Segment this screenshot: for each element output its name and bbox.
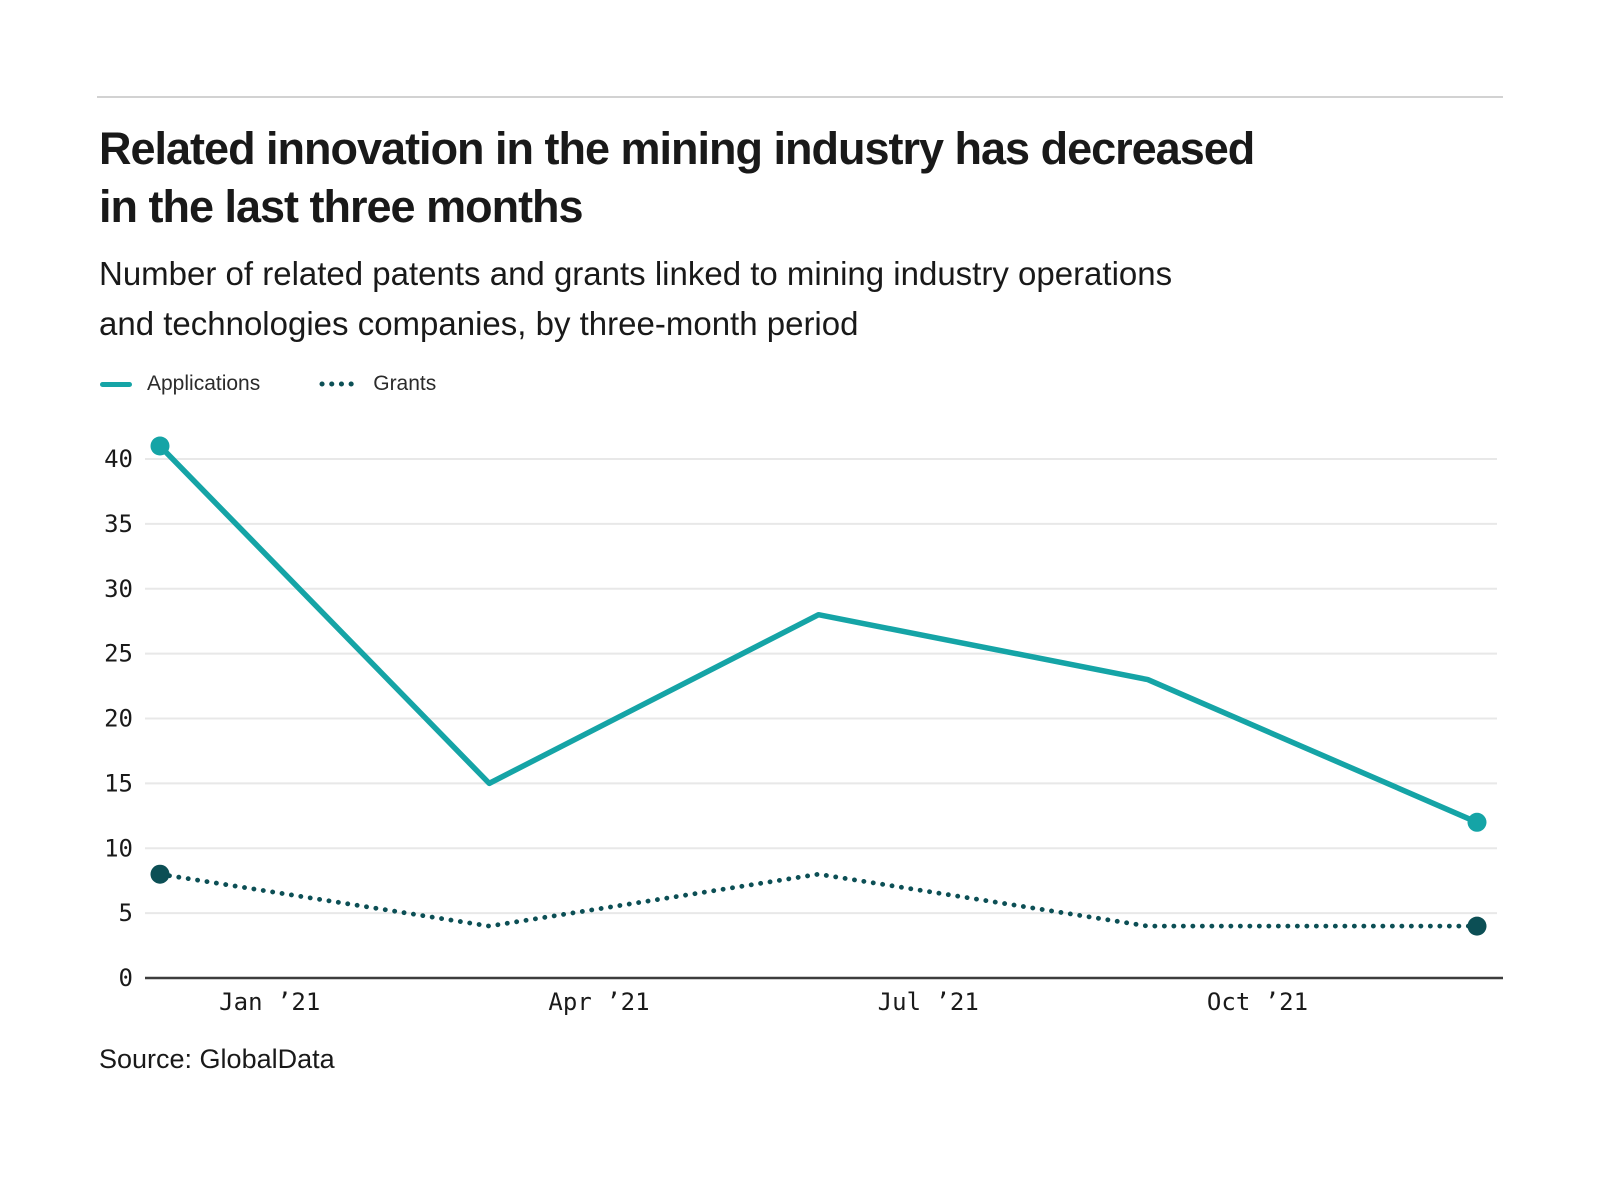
page-subtitle: Number of related patents and grants lin… [99, 249, 1172, 349]
grants-line [157, 871, 1480, 929]
source-note: Source: GlobalData [99, 1044, 335, 1074]
applications-endpoint-marker [150, 436, 170, 456]
x-tick-label: Oct ’21 [1207, 988, 1308, 1016]
y-tick-label: 20 [104, 705, 133, 733]
x-tick-label: Jul ’21 [878, 988, 979, 1016]
grants-endpoint-marker [150, 864, 170, 884]
legend-item-grants: Grants [318, 372, 436, 396]
page-subtitle-line-2: and technologies companies, by three-mon… [99, 305, 859, 342]
y-tick-label: 25 [104, 640, 133, 668]
x-tick-label: Apr ’21 [548, 988, 649, 1016]
page-subtitle-line-1: Number of related patents and grants lin… [99, 255, 1173, 292]
y-tick-label: 10 [104, 834, 133, 862]
y-tick-label: 5 [119, 899, 133, 927]
top-divider [97, 96, 1503, 98]
legend-item-applications: Applications [100, 372, 260, 396]
y-tick-label: 40 [104, 445, 133, 473]
chart-legend: Applications Grants [100, 372, 436, 396]
y-tick-label: 35 [104, 510, 133, 538]
x-tick-label: Jan ’21 [219, 988, 320, 1016]
applications-line-swatch-icon [100, 381, 132, 387]
grants-endpoint-marker [1467, 916, 1487, 936]
applications-line [158, 444, 1479, 825]
applications-endpoint-marker [1467, 812, 1487, 832]
y-tick-label: 30 [104, 575, 133, 603]
legend-grants-label: Grants [373, 372, 437, 395]
page-title-line-1: Related innovation in the mining industr… [99, 123, 1255, 174]
grants-dotted-swatch-icon [319, 381, 358, 387]
y-tick-label: 15 [104, 769, 133, 797]
page-title: Related innovation in the mining industr… [99, 120, 1255, 236]
legend-applications-label: Applications [147, 372, 261, 395]
y-tick-label: 0 [119, 964, 133, 992]
page-title-line-2: in the last three months [99, 181, 584, 232]
